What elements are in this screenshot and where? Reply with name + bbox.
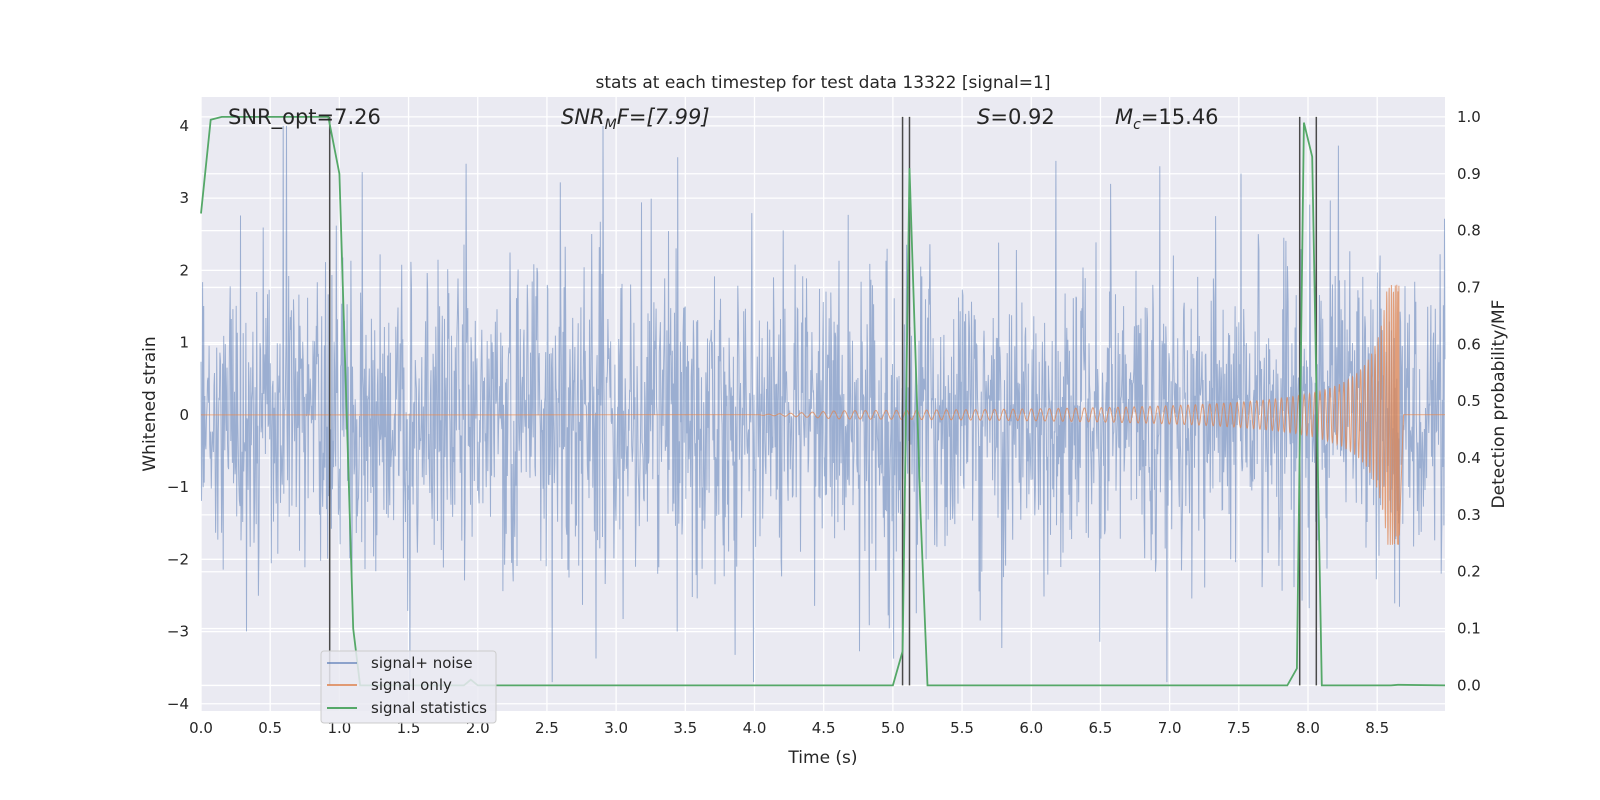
x-tick-label: 5.5 — [950, 719, 974, 737]
x-tick-label: 5.0 — [881, 719, 905, 737]
right-y-tick-label: 0.3 — [1457, 506, 1481, 524]
signal-plus-noise-line — [200, 125, 1446, 683]
x-tick-label: 7.0 — [1158, 719, 1182, 737]
x-tick-label: 0.0 — [189, 719, 213, 737]
left-y-tick-label: 1 — [179, 334, 189, 352]
x-tick-label: 8.5 — [1365, 719, 1389, 737]
left-y-tick-label: −1 — [167, 478, 189, 496]
annotation-snr-mf: SNRMF=[7.99] — [561, 105, 710, 133]
legend-box — [320, 650, 497, 724]
series-signal-only — [200, 284, 1445, 545]
x-tick-label: 4.0 — [743, 719, 767, 737]
x-tick-label: 8.0 — [1296, 719, 1320, 737]
left-y-axis-label: Whitened strain — [140, 336, 160, 471]
right-y-tick-label: 0.4 — [1457, 449, 1481, 467]
x-tick-label: 0.5 — [258, 719, 282, 737]
x-tick-label: 6.0 — [1019, 719, 1043, 737]
x-tick-label: 6.5 — [1089, 719, 1113, 737]
left-y-tick-label: 4 — [179, 117, 189, 135]
left-y-tick-label: −3 — [167, 623, 189, 641]
right-y-tick-label: 0.2 — [1457, 563, 1481, 581]
left-y-tick-label: 2 — [179, 261, 189, 279]
legend-label-signal-only: signal only — [371, 676, 452, 694]
right-y-tick-label: 0.1 — [1457, 620, 1481, 638]
legend-label-signal-statistics: signal statistics — [371, 699, 487, 717]
signal-only-line — [200, 284, 1445, 545]
left-y-tick-labels: 4 3 2 1 0 −1 −2 −3 −4 — [167, 117, 189, 713]
right-y-tick-label: 0.5 — [1457, 392, 1481, 410]
x-tick-label: 3.0 — [604, 719, 628, 737]
right-y-axis-label: Detection probability/MF — [1489, 300, 1509, 509]
right-y-tick-label: 0.6 — [1457, 335, 1481, 353]
legend-label-signal-plus-noise: signal+ noise — [371, 654, 473, 672]
signal-statistics-line — [200, 116, 1446, 687]
annotation-s-stat: S=0.92 — [977, 105, 1055, 129]
right-y-tick-labels: 1.0 0.9 0.8 0.7 0.6 0.5 0.4 0.3 0.2 0.1 0.0 — [1457, 108, 1481, 695]
left-y-tick-label: −2 — [167, 550, 189, 568]
x-tick-label: 2.5 — [535, 719, 559, 737]
x-tick-label: 7.5 — [1227, 719, 1251, 737]
left-y-tick-label: 0 — [179, 406, 189, 424]
right-y-tick-label: 1.0 — [1457, 108, 1481, 126]
annotation-snr-opt: SNR_opt=7.26 — [228, 105, 381, 130]
x-tick-label: 4.5 — [812, 719, 836, 737]
left-y-tick-label: 3 — [179, 189, 189, 207]
right-y-tick-label: 0.0 — [1457, 676, 1481, 694]
legend: signal+ noise signal only signal statist… — [320, 650, 497, 724]
x-tick-label: 3.5 — [673, 719, 697, 737]
x-axis-label: Time (s) — [787, 748, 857, 768]
right-y-tick-label: 0.7 — [1457, 278, 1481, 296]
series-signal-plus-noise — [200, 125, 1446, 683]
right-y-tick-label: 0.8 — [1457, 222, 1481, 240]
series-signal-statistics — [200, 116, 1446, 687]
left-y-tick-label: −4 — [167, 695, 189, 713]
annotation-chirp-mass: Mc=15.46 — [1115, 105, 1219, 133]
right-y-tick-label: 0.9 — [1457, 165, 1481, 183]
chart-title: stats at each timestep for test data 133… — [596, 73, 1051, 93]
